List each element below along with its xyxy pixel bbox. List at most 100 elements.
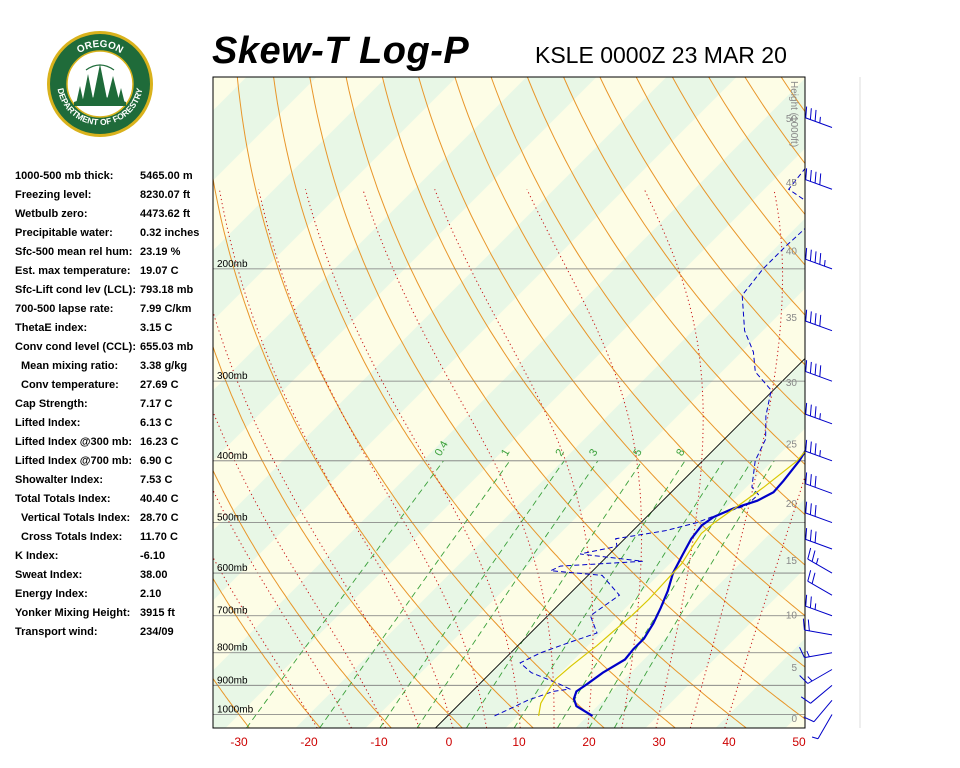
dry-adiabat (345, 77, 805, 720)
wind-barb (799, 647, 833, 659)
index-row: Sfc-Lift cond lev (LCL): 793.18 mb (15, 284, 215, 303)
temperature-band (575, 498, 805, 728)
wind-barb-half-flag (811, 736, 819, 740)
index-value: 7.99 C/km (140, 303, 192, 315)
wind-barb-flag (819, 173, 822, 185)
temperature-band (213, 77, 457, 321)
index-label: Conv cond level (CCL): (15, 341, 137, 353)
height-tick-label: 15 (786, 556, 798, 567)
mixing-ratio-label: 5 (631, 447, 644, 458)
temperature-band (213, 78, 805, 728)
index-label: Cap Strength: (15, 398, 88, 410)
x-tick-label: 50 (792, 735, 806, 749)
index-label: Wetbulb zero: (15, 208, 88, 220)
mixing-ratio-line (613, 460, 775, 728)
x-tick-label: 20 (582, 735, 596, 749)
height-tick-label: 10 (786, 611, 798, 622)
wind-barb-staff (805, 605, 833, 617)
index-label: Yonker Mixing Height: (15, 607, 131, 619)
index-label: Sfc-500 mean rel hum: (15, 246, 133, 258)
dry-adiabat (454, 77, 805, 566)
dry-adiabat (599, 77, 805, 366)
index-value: 11.70 C (140, 531, 178, 543)
index-value: 655.03 mb (140, 341, 194, 353)
dry-adiabat (890, 77, 960, 728)
pressure-label: 600mb (217, 563, 248, 574)
wind-barb (811, 714, 833, 740)
height-tick-label: 45 (786, 178, 798, 189)
index-value: 793.18 mb (140, 284, 194, 296)
stability-indices-panel: 1000-500 mb thick: 5465.00 m Freezing leve… (15, 170, 215, 645)
wind-barb-staff (805, 538, 833, 550)
index-value: 3.15 C (140, 322, 173, 334)
wind-barb-half-flag (814, 603, 817, 610)
wind-barb-staff (807, 669, 833, 684)
wind-barb-flag (805, 168, 808, 180)
pressure-label: 700mb (217, 606, 248, 617)
index-value: 234/09 (140, 626, 174, 638)
index-value: 27.69 C (140, 379, 179, 391)
wind-barb-flag (814, 171, 817, 184)
index-row: Cross Totals Index: 11.70 C (15, 531, 215, 550)
mixing-ratio-label: 1 (499, 447, 512, 458)
height-tick-label: 35 (786, 313, 798, 324)
wind-barb-flag (814, 531, 817, 543)
wind-barb-flag (819, 365, 822, 377)
index-value: 3915 ft (140, 607, 175, 619)
wind-barb-flag (809, 404, 812, 417)
index-row: Total Totals Index: 40.40 C (15, 493, 215, 512)
index-row: Showalter Index: 7.53 C (15, 474, 215, 493)
wind-barb-flag (805, 402, 808, 415)
pressure-label: 500mb (217, 513, 248, 524)
wind-barb (805, 309, 833, 332)
index-label: Mean mixing ratio: (21, 360, 119, 372)
wind-barb (805, 439, 833, 462)
pressure-label: 300mb (217, 371, 248, 382)
index-label: Conv temperature: (21, 379, 119, 391)
wind-barb (805, 527, 833, 550)
index-row: K Index: -6.10 (15, 550, 215, 569)
wind-barb-flag (811, 572, 816, 584)
wind-barb-staff (805, 483, 833, 494)
wind-barb-flag (809, 503, 812, 515)
wind-barb-flag (805, 439, 808, 452)
index-value: 3.38 g/kg (140, 360, 188, 372)
plot-frame (212, 76, 806, 729)
wind-barb-flag (814, 363, 817, 376)
height-tick-label: 30 (786, 378, 798, 389)
index-label: Cross Totals Index: (21, 531, 123, 543)
wind-barb-half-flag (807, 676, 813, 682)
wind-barb-flag (809, 249, 812, 262)
index-value: 8230.07 ft (140, 189, 191, 201)
wind-barb-flag (814, 313, 817, 325)
temperature-profile-line (572, 449, 805, 717)
wind-barb-flag (819, 314, 822, 327)
wind-barb (805, 247, 833, 270)
wind-barb-staff (813, 699, 833, 723)
wind-barb-flag (803, 716, 815, 723)
wind-barb-flag (809, 474, 812, 486)
wind-barb (799, 669, 833, 684)
dry-adiabat (526, 77, 805, 466)
wind-barb-flag (807, 570, 812, 582)
temperature-band (295, 218, 805, 728)
index-row: 1000-500 mb thick: 5465.00 m (15, 170, 215, 189)
index-value: 28.70 C (140, 512, 179, 524)
pressure-label: 400mb (217, 451, 248, 462)
mixing-ratio-label: 3 (587, 447, 600, 458)
mixing-ratio-line (379, 460, 565, 728)
wind-barb-staff (805, 413, 833, 425)
wind-barb-flag (814, 406, 817, 418)
index-row: Freezing level: 8230.07 ft (15, 189, 215, 208)
index-value: 16.23 C (140, 436, 179, 448)
logo-tree-icon (74, 64, 126, 106)
index-value: 40.40 C (140, 493, 179, 505)
index-value: 6.90 C (140, 455, 173, 467)
index-label: Vertical Totals Index: (21, 512, 131, 524)
index-row: Lifted Index @300 mb: 16.23 C (15, 436, 215, 455)
height-tick-label: 40 (786, 246, 798, 257)
wind-barb-flag (809, 529, 812, 542)
parcel-profile-line (538, 450, 805, 717)
index-value: 38.00 (140, 569, 168, 581)
index-row: Vertical Totals Index: 28.70 C (15, 512, 215, 531)
